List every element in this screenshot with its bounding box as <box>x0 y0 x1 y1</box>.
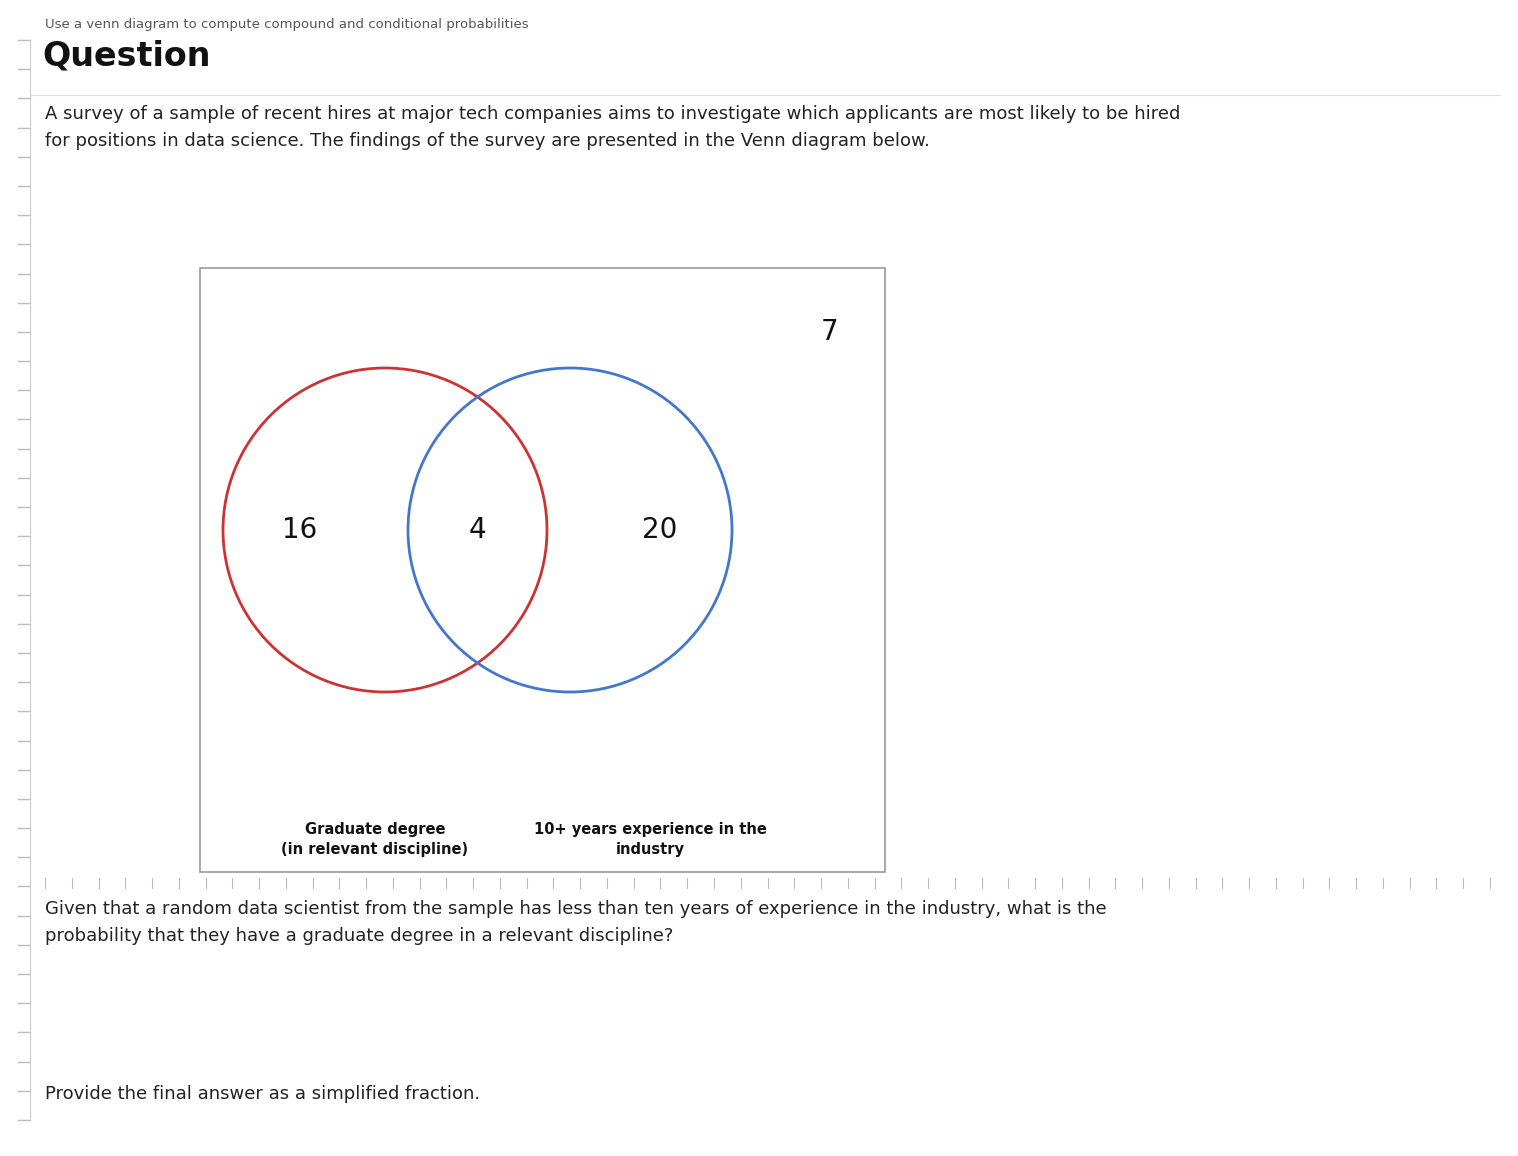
Text: Use a venn diagram to compute compound and conditional probabilities: Use a venn diagram to compute compound a… <box>46 18 528 31</box>
Text: 4: 4 <box>469 516 486 544</box>
Text: Provide the final answer as a simplified fraction.: Provide the final answer as a simplified… <box>46 1085 480 1103</box>
Text: 16: 16 <box>282 516 317 544</box>
Text: 20: 20 <box>642 516 677 544</box>
Text: Graduate degree
(in relevant discipline): Graduate degree (in relevant discipline) <box>281 822 469 857</box>
Text: 7: 7 <box>821 318 839 346</box>
Text: Question: Question <box>43 40 211 73</box>
Text: Given that a random data scientist from the sample has less than ten years of ex: Given that a random data scientist from … <box>46 901 1107 946</box>
Bar <box>200 268 885 872</box>
Text: A survey of a sample of recent hires at major tech companies aims to investigate: A survey of a sample of recent hires at … <box>46 105 1181 150</box>
Text: 10+ years experience in the
industry: 10+ years experience in the industry <box>533 822 767 857</box>
